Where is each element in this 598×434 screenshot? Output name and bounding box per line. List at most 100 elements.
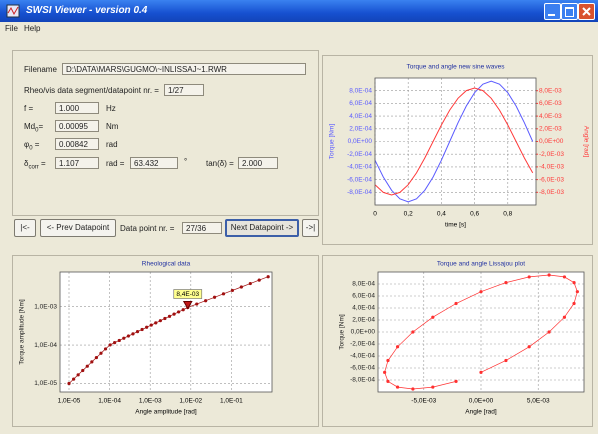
unit: Hz (106, 104, 116, 113)
y-axis-label: Torque [Nm] (329, 124, 336, 160)
label: 0 (35, 127, 39, 134)
data-point (76, 373, 80, 377)
series-line (384, 274, 578, 390)
data-point (572, 281, 576, 285)
data-point (167, 314, 172, 318)
data-point (99, 351, 103, 355)
data-point (572, 301, 576, 306)
data-point (504, 281, 508, 285)
close-button[interactable] (578, 3, 595, 20)
label: Md0= (24, 122, 43, 134)
data-point (479, 370, 483, 374)
y-tick-label: 1,0E-05 (34, 380, 57, 387)
y2-tick-label: 8,0E-03 (539, 87, 562, 94)
x-tick-label: 1,0E-03 (139, 398, 162, 405)
next-button[interactable]: Next Datapoint -> (225, 219, 299, 237)
x-tick-label: 1,0E-04 (98, 398, 121, 405)
data-point (266, 275, 270, 279)
menu-bar: File Help (0, 22, 598, 35)
data-point (154, 321, 158, 325)
data-point (221, 292, 226, 296)
x-tick-label: 0,0E+00 (469, 398, 494, 405)
data-point (248, 281, 252, 286)
data-point (454, 379, 458, 383)
data-point (411, 330, 415, 334)
data-point (117, 338, 121, 343)
label: = (34, 140, 40, 149)
first-button[interactable]: |<- (14, 219, 36, 237)
minimize-button[interactable] (544, 3, 561, 20)
value-field: 2.000 (238, 157, 278, 169)
data-point (431, 385, 435, 389)
data-point (527, 275, 531, 279)
y2-tick-label: -8,0E-03 (539, 189, 564, 196)
data-point (108, 343, 112, 347)
menu-item[interactable]: File (5, 24, 18, 33)
plot-border (374, 77, 537, 206)
x-tick-label: 0,6 (470, 211, 479, 218)
data-point (135, 330, 140, 334)
annotation-box (173, 289, 203, 299)
label: Filename (24, 65, 57, 74)
data-point (113, 341, 117, 345)
label: = (41, 159, 46, 168)
y-tick-label: 2,0E-04 (349, 126, 372, 133)
x-axis-label: time [s] (445, 222, 466, 229)
data-point (81, 368, 85, 373)
menu-item[interactable]: Help (24, 24, 41, 33)
y2-tick-label: -6,0E-03 (539, 176, 564, 183)
y2-tick-label: -2,0E-03 (539, 151, 564, 158)
y-tick-label: -4,0E-04 (350, 353, 375, 360)
plot-border (59, 271, 273, 393)
data-point (94, 355, 99, 360)
x-tick-label: 5,0E-03 (527, 398, 550, 405)
filename-field: D:\DATA\MARS\GUGMO\~INLISSAJ~1.RWR (62, 63, 306, 75)
data-point (85, 364, 89, 368)
data-point (72, 377, 76, 381)
data-point (230, 288, 235, 293)
label: φ0 = (24, 140, 39, 152)
y-axis-label: Torque [Nm] (339, 314, 346, 350)
unit: rad = (106, 159, 125, 168)
data-point (395, 385, 400, 389)
info-panel (12, 50, 319, 216)
label: 0 (29, 145, 33, 152)
data-point (386, 358, 390, 363)
data-point (212, 295, 217, 299)
x-tick-label: 1,0E-01 (220, 398, 243, 405)
data-point (395, 345, 400, 349)
x-axis-label: Angle amplitude [rad] (135, 409, 197, 416)
data-point (149, 323, 153, 327)
value-field: 1.000 (55, 102, 99, 114)
maximize-button[interactable] (561, 3, 578, 20)
data-point (383, 370, 387, 374)
prev-button[interactable]: <- Prev Datapoint (40, 219, 116, 237)
annotation-label: 8,4E-03 (176, 291, 199, 298)
y-tick-label: 6,0E-04 (349, 100, 372, 107)
data-point (195, 302, 199, 306)
data-point (177, 310, 181, 314)
app-icon (6, 4, 20, 18)
y-tick-label: 8,0E-04 (352, 281, 375, 288)
value-field: 63.432 (130, 157, 178, 169)
chart-title: Rheological data (142, 261, 191, 268)
data-point (145, 325, 149, 329)
value-field: 1.107 (55, 157, 99, 169)
highlight-marker (182, 301, 193, 310)
label: f = (24, 104, 33, 113)
unit: rad (106, 140, 118, 149)
data-point (163, 316, 167, 321)
x-tick-label: 0,4 (437, 211, 446, 218)
y-tick-label: -2,0E-04 (347, 151, 372, 158)
series-line (374, 87, 534, 196)
data-point (67, 381, 71, 386)
data-point (504, 358, 508, 363)
data-point (257, 278, 261, 282)
title-bar: SWSI Viewer - version 0.4 (0, 0, 598, 22)
y-tick-label: 4,0E-04 (349, 113, 372, 120)
series-line (374, 80, 534, 203)
last-button[interactable]: ->| (302, 219, 319, 237)
x-tick-label: 0 (373, 211, 377, 218)
